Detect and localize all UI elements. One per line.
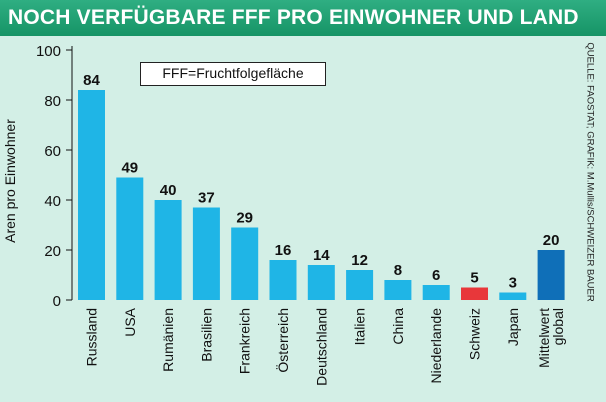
bar <box>78 90 105 300</box>
bar-value-label: 3 <box>509 275 517 292</box>
x-tick-label-line: global <box>550 308 566 345</box>
x-tick-label: Deutschland <box>313 308 329 386</box>
bar-value-label: 49 <box>121 160 138 177</box>
bar-chart: 0 20 40 60 80 100 84 49 40 37 29 16 14 12 8 6 5 3 20 Russ… <box>2 43 567 386</box>
x-tick-label: Brasilien <box>198 308 214 362</box>
x-tick-label: Japan <box>505 308 521 346</box>
bar <box>269 260 297 300</box>
bar <box>346 270 374 300</box>
bar <box>192 207 220 300</box>
bars <box>78 90 565 300</box>
x-tick-label: China <box>390 308 406 345</box>
y-tick-label: 40 <box>44 193 61 210</box>
bar <box>422 285 450 300</box>
bar <box>116 177 144 300</box>
bar-value-label: 8 <box>394 262 402 279</box>
x-axis-labels: Russland USA Rumänien Brasilien Frankreich Ös… <box>84 307 567 385</box>
bar-value-label: 16 <box>275 242 292 259</box>
bar <box>461 287 488 300</box>
x-tick-label-line: Schweiz <box>467 308 483 360</box>
x-tick-label-line: Russland <box>84 308 100 366</box>
x-tick-label-line: Niederlande <box>428 308 444 384</box>
bar <box>307 265 335 300</box>
bar <box>384 280 412 300</box>
bar <box>231 227 259 300</box>
bar-value-label: 12 <box>351 252 368 269</box>
bar-value-label: 20 <box>543 232 560 249</box>
x-tick-label: USA <box>122 307 138 336</box>
y-tick-label: 80 <box>44 93 61 110</box>
bar-value-label: 14 <box>313 247 330 264</box>
x-tick-label-line: Italien <box>352 308 368 345</box>
x-tick-label: Schweiz <box>467 308 483 360</box>
y-axis-title: Aren pro Einwohner <box>2 119 18 243</box>
value-labels: 84 49 40 37 29 16 14 12 8 6 5 3 20 <box>83 72 559 292</box>
x-tick-label: Russland <box>84 308 100 366</box>
bar <box>154 200 182 300</box>
x-tick-label: Italien <box>352 308 368 345</box>
source-note: QUELLE: FAOSTAT; GRAFIK: M.Mullis/SCHWEI… <box>584 42 596 302</box>
bar-value-label: 37 <box>198 190 215 207</box>
y-axis: 0 20 40 60 80 100 <box>36 43 73 310</box>
x-tick-label-line: Frankreich <box>237 308 253 374</box>
x-tick-label-line: Japan <box>505 308 521 346</box>
bar <box>499 292 527 300</box>
x-tick-label-line: Brasilien <box>198 308 214 362</box>
x-tick-label-line: Mittelwert <box>536 308 552 368</box>
bar-value-label: 29 <box>236 210 253 227</box>
legend-note-box: FFF=Fruchtfolgefläche <box>140 62 326 86</box>
bar-value-label: 84 <box>83 72 100 89</box>
x-tick-label: Rumänien <box>160 308 176 372</box>
x-tick-label-line: Deutschland <box>313 308 329 386</box>
x-tick-label-line: Österreich <box>274 308 291 373</box>
x-tick-label: Frankreich <box>237 308 253 374</box>
y-tick-label: 20 <box>44 243 61 260</box>
bar-value-label: 40 <box>160 182 177 199</box>
x-tick-label: Österreich <box>274 308 291 373</box>
y-tick-label: 60 <box>44 143 61 160</box>
y-tick-label: 100 <box>36 43 61 60</box>
x-tick-label: Mittelwertglobal <box>536 308 566 368</box>
y-tick-label: 0 <box>53 293 61 310</box>
x-tick-label: Niederlande <box>428 308 444 384</box>
x-tick-label-line: Rumänien <box>160 308 176 372</box>
bar <box>537 250 565 300</box>
chart-title: NOCH VERFÜGBARE FFF PRO EINWOHNER UND LA… <box>0 0 606 36</box>
bar-value-label: 6 <box>432 267 440 284</box>
x-tick-label-line: USA <box>122 307 138 336</box>
x-tick-label-line: China <box>390 308 406 345</box>
bar-value-label: 5 <box>470 270 478 287</box>
